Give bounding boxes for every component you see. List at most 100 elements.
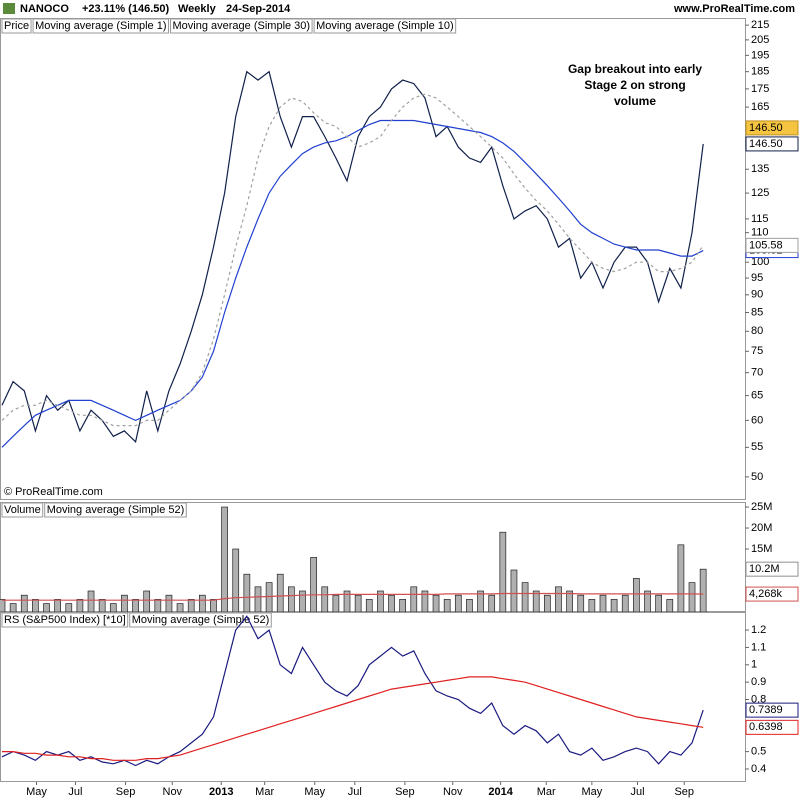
volume-bar bbox=[198, 594, 206, 613]
x-tick-label: Jul bbox=[630, 786, 644, 798]
legend-box bbox=[313, 18, 457, 34]
y-tick-label: 195 bbox=[751, 49, 769, 61]
volume-bar bbox=[699, 568, 707, 613]
y-tick-label: 100 bbox=[751, 256, 769, 268]
x-tick-label: 2014 bbox=[488, 786, 513, 798]
volume-bar bbox=[121, 594, 128, 613]
volume-bar bbox=[54, 599, 62, 613]
y-tick-label: 135 bbox=[751, 163, 769, 175]
volume-bar bbox=[288, 586, 295, 613]
change: +23.11% (146.50) bbox=[82, 3, 169, 15]
x-tick-label: 2013 bbox=[209, 786, 233, 798]
volume-bar bbox=[332, 594, 340, 613]
symbol-icon bbox=[3, 3, 15, 14]
y-tick-label: 85 bbox=[751, 306, 763, 318]
volume-bar bbox=[76, 599, 84, 613]
volume-bar bbox=[20, 594, 28, 613]
legend-entry: Price bbox=[4, 20, 29, 32]
volume-bar bbox=[232, 548, 240, 613]
y-tick-label: 50 bbox=[751, 471, 763, 483]
x-tick-label: Nov bbox=[443, 786, 463, 798]
volume-bar bbox=[688, 582, 696, 613]
volume-bar bbox=[109, 603, 117, 613]
x-tick-label: Nov bbox=[163, 786, 183, 798]
volume-bar bbox=[555, 586, 562, 613]
volume-bar bbox=[677, 544, 685, 613]
volume-bar bbox=[621, 594, 629, 613]
value-box-label: 10.2M bbox=[749, 563, 780, 575]
y-tick-label: 75 bbox=[751, 345, 763, 357]
volume-bar bbox=[399, 599, 407, 613]
y-tick-label: 1.2 bbox=[751, 624, 766, 636]
x-tick-label: Sep bbox=[674, 786, 694, 798]
y-tick-label: 175 bbox=[751, 83, 769, 95]
legend-entry: Volume bbox=[4, 504, 41, 516]
volume-bar bbox=[410, 586, 418, 613]
series-line bbox=[1, 119, 704, 448]
y-tick-label: 1.1 bbox=[751, 641, 766, 653]
legend-entry: RS (S&P500 Index) [*10] bbox=[4, 614, 126, 626]
volume-bar bbox=[9, 603, 17, 613]
series-line bbox=[2, 676, 704, 761]
y-tick-label: 215 bbox=[751, 19, 769, 31]
symbol: NANOCO bbox=[20, 3, 69, 15]
volume-bar bbox=[577, 594, 585, 613]
volume-bar bbox=[655, 594, 662, 613]
x-tick-label: May bbox=[581, 786, 602, 798]
watermark: © ProRealTime.com bbox=[4, 486, 103, 498]
value-box-label: 0.6398 bbox=[749, 721, 783, 733]
series-line bbox=[1, 70, 704, 443]
volume-bar bbox=[43, 603, 50, 613]
volume-bar bbox=[365, 599, 373, 613]
volume-bar bbox=[488, 594, 496, 613]
volume-bar bbox=[243, 573, 251, 613]
legend-box bbox=[32, 18, 170, 34]
legend-entry: Moving average (Simple 52) bbox=[47, 504, 185, 516]
y-tick-label: 110 bbox=[751, 227, 769, 239]
value-box bbox=[745, 719, 799, 735]
date: 24-Sep-2014 bbox=[226, 3, 291, 15]
x-tick-label: Sep bbox=[395, 786, 415, 798]
y-tick-label: 185 bbox=[751, 66, 769, 78]
y-tick-label: 0.8 bbox=[751, 693, 766, 705]
x-tick-label: May bbox=[26, 786, 47, 798]
volume-bar bbox=[454, 594, 462, 613]
volume-bar bbox=[354, 594, 362, 613]
volume-bar bbox=[499, 531, 507, 613]
volume-bar bbox=[98, 599, 106, 613]
y-tick-label: 20M bbox=[751, 522, 772, 534]
volume-bar bbox=[143, 590, 151, 613]
y-tick-label: 0.9 bbox=[751, 676, 766, 688]
y-tick-label: 125 bbox=[751, 187, 769, 199]
value-box bbox=[745, 237, 799, 253]
volume-bar bbox=[633, 578, 640, 613]
value-box-label: 4,268k bbox=[749, 588, 783, 600]
annotation: Stage 2 on strong bbox=[584, 78, 685, 92]
volume-bar bbox=[210, 599, 217, 613]
legend-box bbox=[1, 612, 129, 628]
volume-bar bbox=[0, 599, 6, 613]
panel-frame bbox=[0, 612, 746, 782]
volume-bar bbox=[221, 506, 228, 613]
value-box bbox=[745, 586, 799, 602]
y-tick-label: 205 bbox=[751, 34, 769, 46]
volume-bar bbox=[165, 594, 173, 613]
volume-bar bbox=[521, 582, 529, 613]
volume-bar bbox=[321, 586, 329, 613]
x-tick-label: Mar bbox=[537, 786, 556, 798]
legend-box bbox=[1, 502, 44, 518]
volume-bar bbox=[388, 594, 395, 613]
value-box bbox=[745, 136, 799, 152]
y-tick-label: 60 bbox=[751, 414, 763, 426]
value-box-label: 146.50 bbox=[749, 138, 783, 150]
y-tick-label: 65 bbox=[751, 390, 763, 402]
volume-bar bbox=[187, 599, 195, 613]
x-tick-label: Jul bbox=[348, 786, 362, 798]
volume-bar bbox=[599, 594, 607, 613]
volume-bar bbox=[443, 599, 451, 613]
volume-bar bbox=[310, 557, 317, 613]
volume-bar bbox=[176, 603, 184, 613]
volume-bar bbox=[666, 599, 674, 613]
volume-bar bbox=[65, 603, 73, 613]
